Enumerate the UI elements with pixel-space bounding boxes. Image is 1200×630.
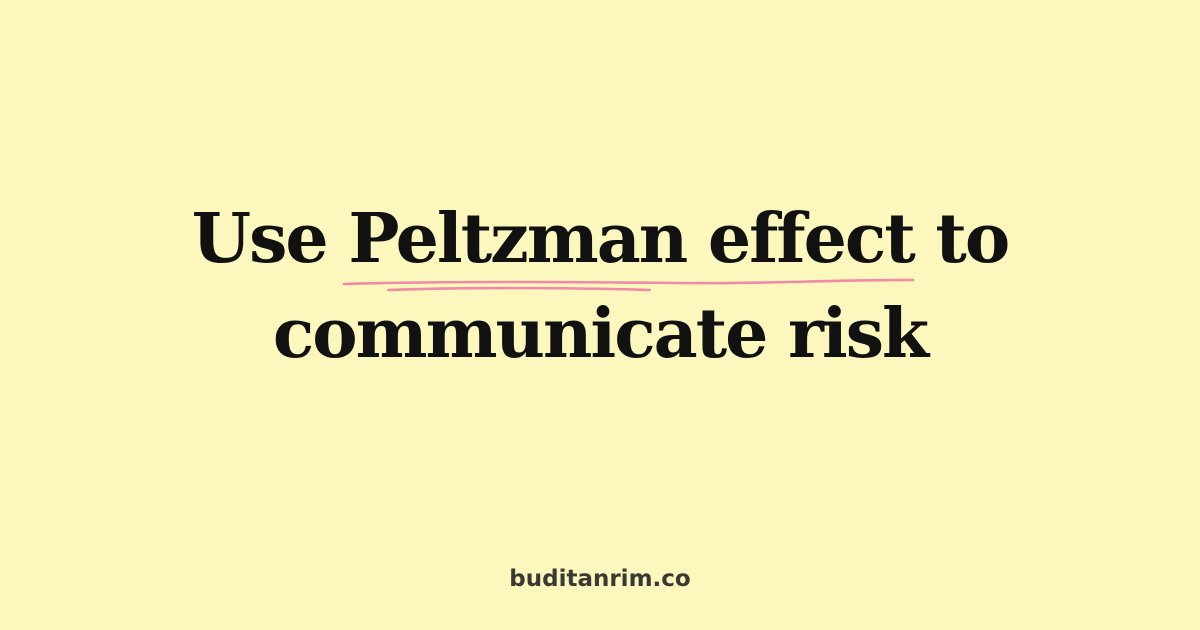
title-suffix: to (913, 199, 1010, 279)
site-domain: buditanrim.co (509, 566, 691, 592)
title-line-2: communicate risk (272, 294, 929, 374)
highlighted-phrase-text: Peltzman effect (348, 199, 915, 279)
title-prefix: Use (191, 199, 349, 279)
highlighted-phrase: Peltzman effect (343, 192, 916, 292)
title-line-1: Use Peltzman effect to (0, 192, 1200, 292)
article-title: Use Peltzman effect to communicate risk (0, 192, 1200, 382)
underline-stroke-1 (343, 278, 915, 286)
